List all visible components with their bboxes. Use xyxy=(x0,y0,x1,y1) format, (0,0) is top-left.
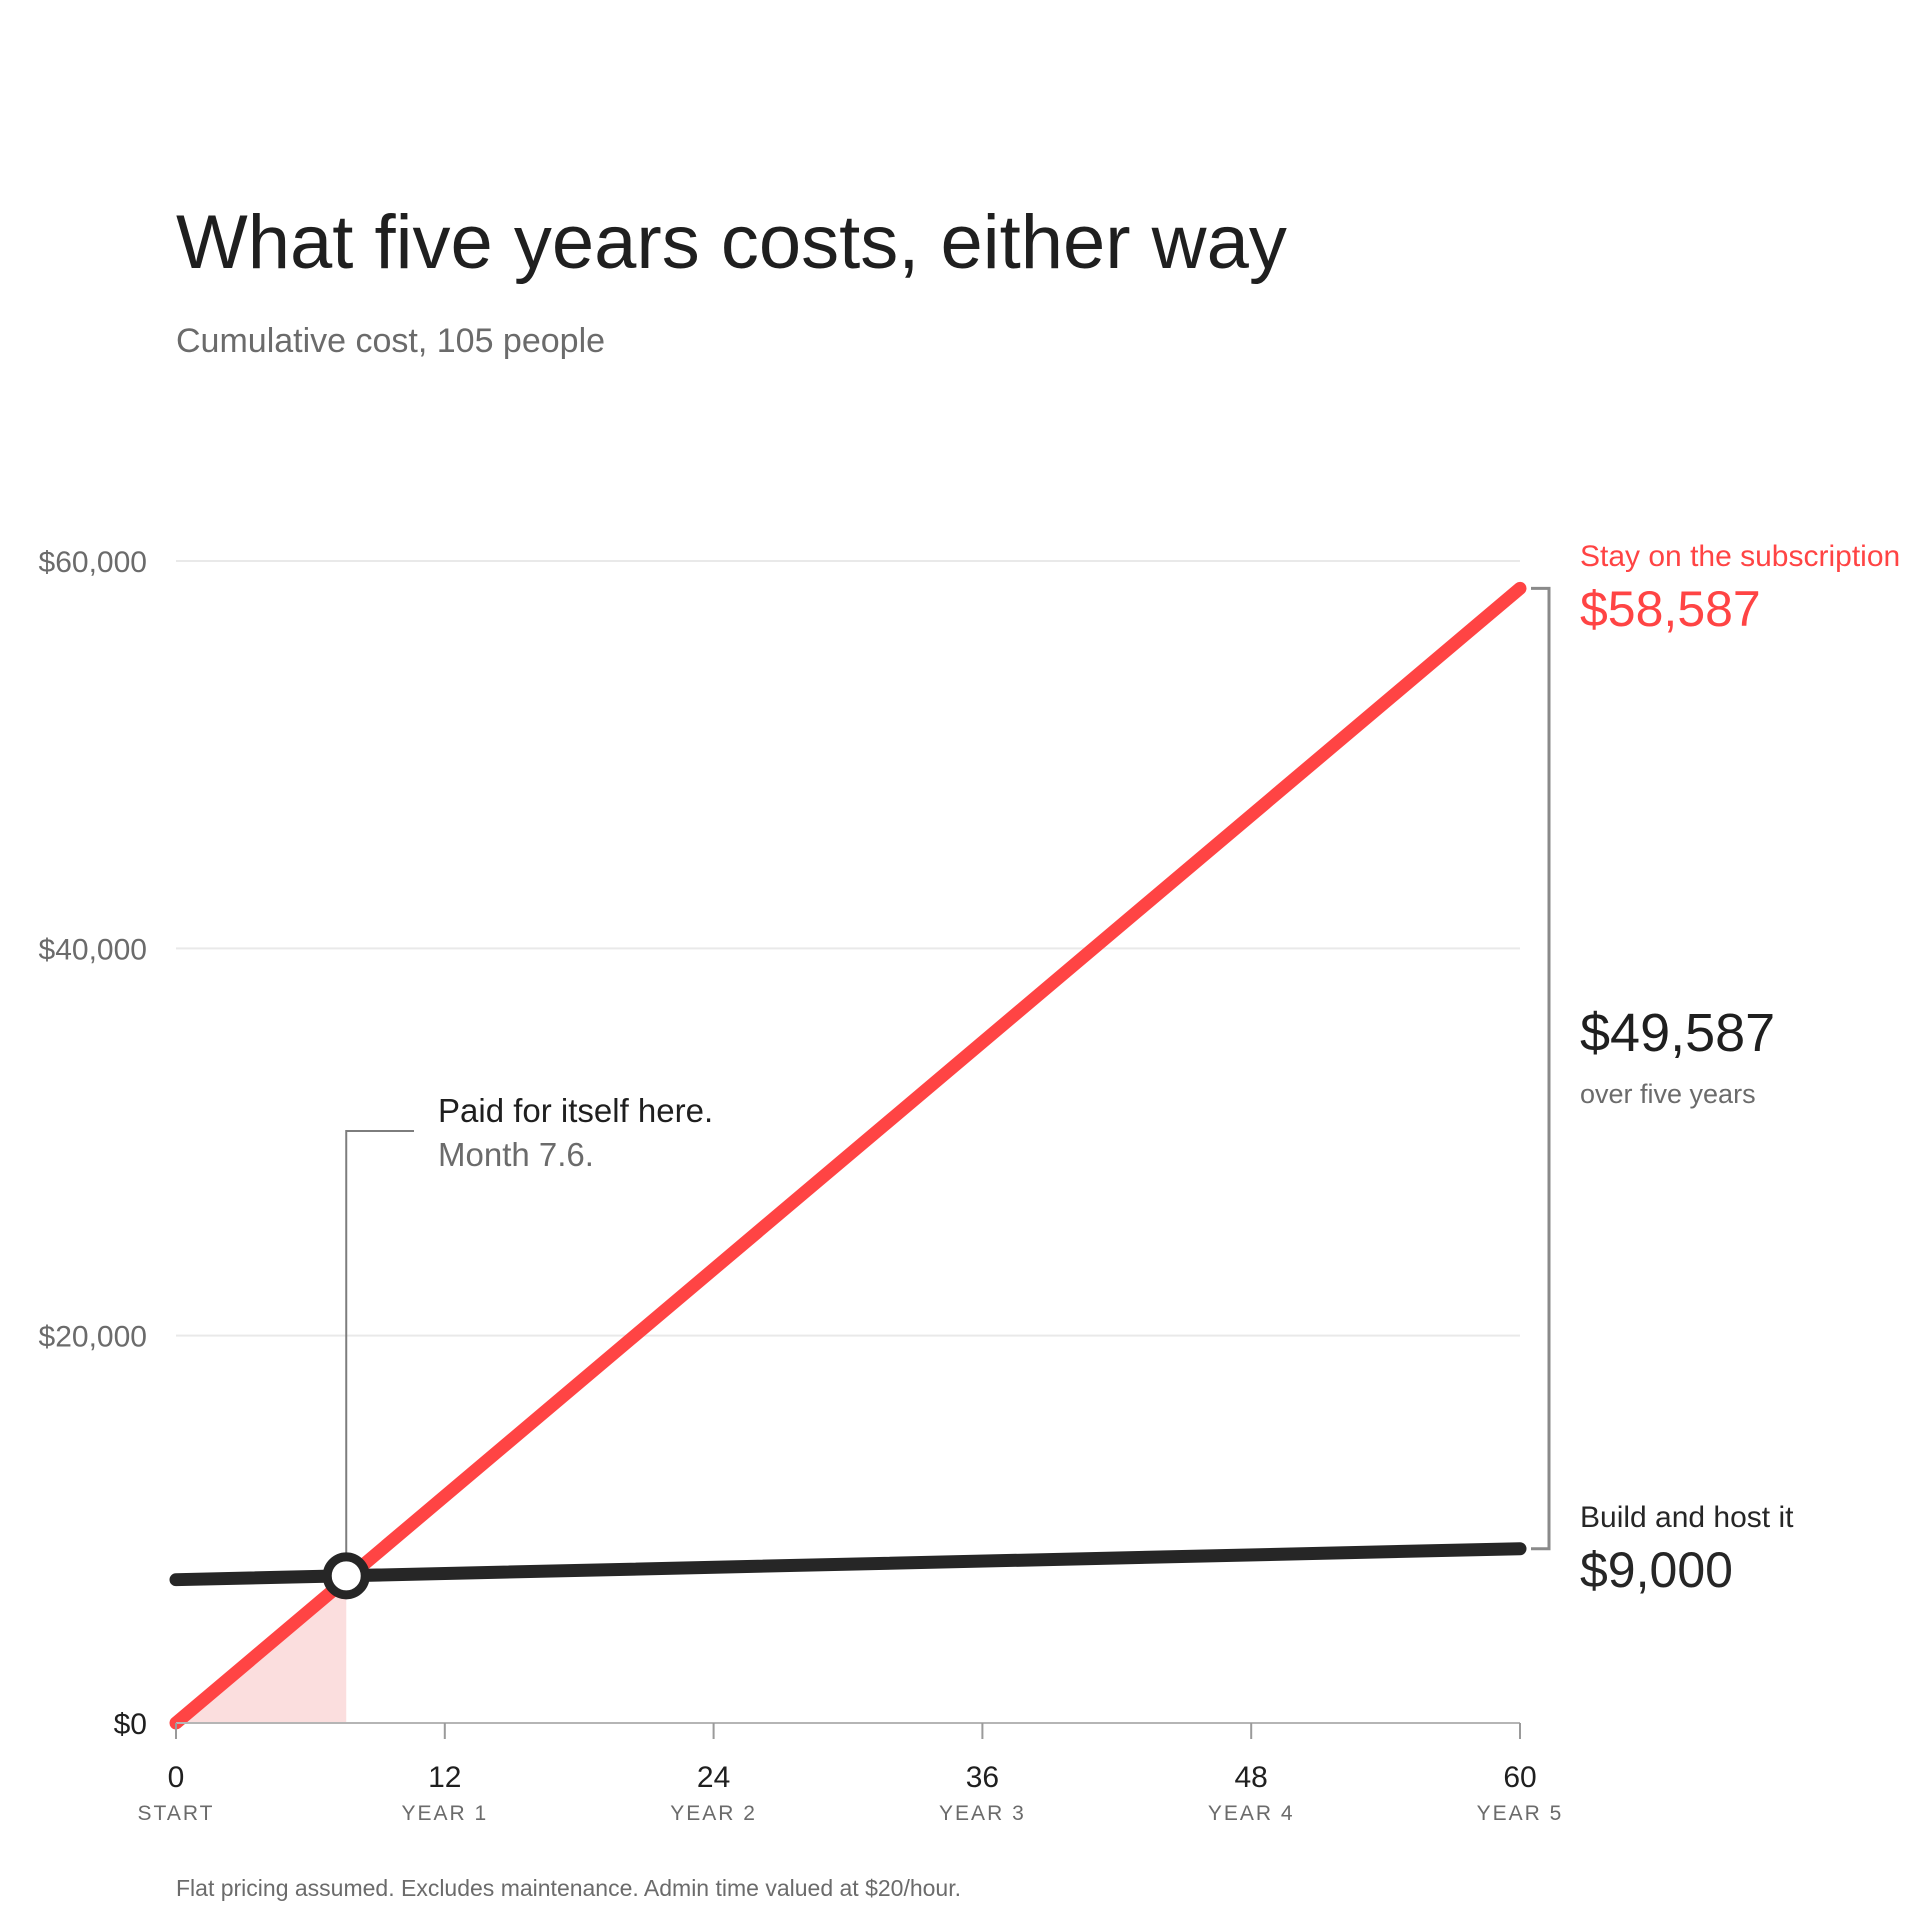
build-total: $9,000 xyxy=(1580,1542,1733,1598)
subscription-total: $58,587 xyxy=(1580,581,1761,637)
y-tick-label: $60,000 xyxy=(39,546,147,579)
x-tick-sublabel: YEAR 5 xyxy=(1477,1802,1564,1825)
bracket-line xyxy=(1531,586,1551,1551)
x-tick-label: 12 xyxy=(428,1761,461,1794)
chart-title: What five years costs, either way xyxy=(176,200,1287,285)
subscription-series-name: Stay on the subscription xyxy=(1580,540,1900,573)
subscription-line xyxy=(169,581,1527,1730)
difference-value: $49,587 xyxy=(1580,1003,1775,1063)
x-tick-label: 36 xyxy=(966,1761,999,1794)
breakeven-marker xyxy=(322,1552,370,1600)
x-axis-ticks: 0 START 12 YEAR 1 24 YEAR 2 36 YEAR 3 48 YEAR 4 60… xyxy=(138,1723,1564,1825)
series-lines xyxy=(169,581,1527,1730)
breakeven-annotation: Paid for itself here. Month 7.6. xyxy=(345,1092,713,1576)
x-tick-label: 0 xyxy=(168,1761,185,1794)
x-tick-sublabel: YEAR 4 xyxy=(1208,1802,1295,1825)
x-tick-sublabel: YEAR 1 xyxy=(401,1802,488,1825)
y-tick-label: $20,000 xyxy=(39,1321,147,1354)
x-tick-sublabel: YEAR 2 xyxy=(670,1802,757,1825)
annotation-subtitle: Month 7.6. xyxy=(438,1136,594,1173)
build-series-name: Build and host it xyxy=(1580,1501,1794,1534)
x-tick-label: 48 xyxy=(1235,1761,1268,1794)
difference-bracket xyxy=(1531,586,1551,1551)
difference-note: over five years xyxy=(1580,1079,1756,1109)
y-tick-label: $40,000 xyxy=(39,933,147,966)
chart-subtitle: Cumulative cost, 105 people xyxy=(176,322,605,360)
gridlines xyxy=(176,560,1520,1337)
x-tick-label: 24 xyxy=(697,1761,730,1794)
y-tick-label: $0 xyxy=(114,1708,147,1741)
x-tick-sublabel: START xyxy=(138,1802,215,1825)
footnote: Flat pricing assumed. Excludes maintenan… xyxy=(176,1875,961,1901)
end-labels: Stay on the subscription $58,587 $49,587 ov… xyxy=(1580,540,1900,1598)
annotation-title: Paid for itself here. xyxy=(438,1092,713,1129)
build-line xyxy=(169,1542,1527,1587)
y-axis-ticks: $0 $20,000 $40,000 $60,000 xyxy=(39,546,147,1741)
x-tick-label: 60 xyxy=(1503,1761,1536,1794)
x-tick-sublabel: YEAR 3 xyxy=(939,1802,1026,1825)
annotation-leader xyxy=(345,1130,414,1576)
